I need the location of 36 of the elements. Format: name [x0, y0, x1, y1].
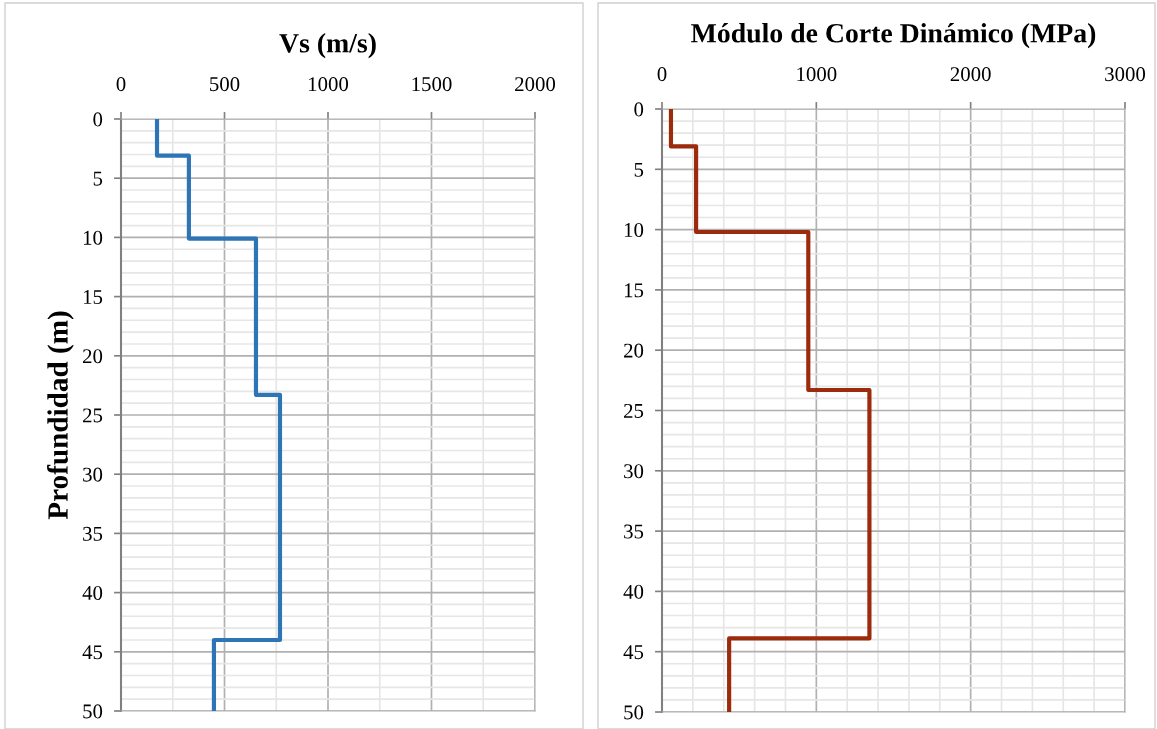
y-tick-label: 5 [634, 162, 644, 177]
y-tick-label: 5 [93, 171, 103, 186]
x-tick-label: 0 [116, 77, 126, 92]
x-tick-label: 3000 [1105, 67, 1146, 82]
x-tick-label: 1500 [412, 77, 452, 92]
x-tick-label: 2000 [515, 77, 556, 92]
y-tick-label: 50 [624, 705, 644, 720]
y-tick-label: 0 [93, 112, 103, 127]
y-tick-label: 25 [83, 408, 103, 423]
y-tick-label: 45 [82, 645, 103, 660]
chart-title: Vs (m/s) [279, 33, 376, 59]
y-tick-label: 30 [624, 464, 644, 479]
y-tick-label: 40 [82, 585, 103, 601]
y-tick-label: 40 [623, 584, 644, 599]
x-tick-label: 2000 [950, 67, 991, 82]
y-tick-label: 30 [83, 467, 103, 482]
line-series [668, 109, 872, 712]
x-tick-label: 0 [657, 67, 667, 82]
y-tick-label: 25 [624, 403, 644, 418]
chart-title: Módulo de Corte Dinámico (MPa) [691, 23, 1096, 49]
y-axis-title: Profundidad (m) [47, 311, 74, 520]
x-tick-label: 500 [210, 77, 240, 92]
y-tick-label: 10 [83, 230, 103, 245]
y-tick-label: 15 [83, 290, 103, 305]
y-tick-label: 15 [624, 283, 644, 298]
y-tick-label: 50 [83, 704, 103, 719]
x-tick-label: 1000 [797, 67, 837, 82]
y-tick-label: 0 [634, 102, 644, 117]
y-tick-label: 35 [83, 526, 103, 541]
line-series [154, 119, 283, 711]
y-tick-label: 35 [624, 524, 644, 539]
x-tick-label: 1000 [309, 77, 349, 92]
y-tick-label: 20 [83, 349, 103, 364]
y-tick-label: 10 [624, 222, 644, 238]
y-tick-label: 20 [624, 343, 644, 358]
y-tick-label: 45 [623, 645, 644, 660]
